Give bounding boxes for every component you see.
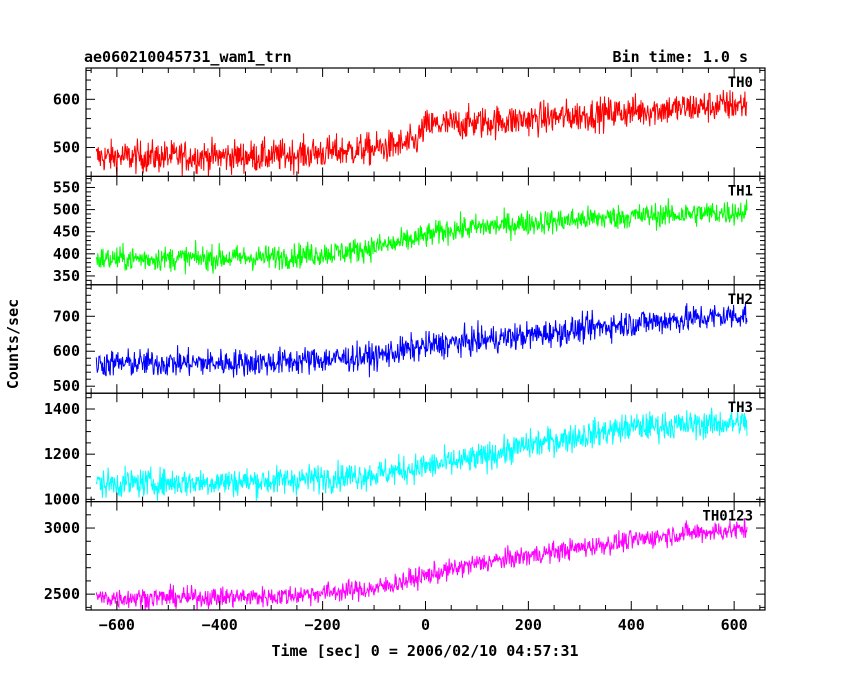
- y-tick-label: 2500: [44, 585, 80, 603]
- x-tick-label: −400: [202, 616, 238, 634]
- y-tick-label: 1200: [44, 445, 80, 463]
- panel-label-th0123: TH0123: [702, 509, 753, 525]
- y-tick-label: 350: [53, 267, 80, 285]
- x-tick-label: 400: [618, 616, 645, 634]
- series-line-th0123: [95, 518, 748, 611]
- y-tick-label: 550: [53, 178, 80, 196]
- y-tick-label: 3000: [44, 519, 80, 537]
- x-tick-label: 600: [721, 616, 748, 634]
- x-axis: −600 −400 −200 0 200 400 600: [99, 616, 748, 634]
- y-tick-label: 400: [53, 245, 80, 263]
- panel-th0: 500 600 TH0: [53, 67, 766, 178]
- panel-label-th0: TH0: [728, 75, 753, 91]
- x-tick-label: 0: [421, 616, 430, 634]
- series-line-th3: [95, 407, 748, 502]
- x-tick-label: −600: [99, 616, 135, 634]
- chart-title: ae060210045731_wam1_trn: [84, 48, 292, 66]
- y-tick-label: 1400: [44, 400, 80, 418]
- y-axis-label: Counts/sec: [4, 299, 22, 389]
- series-line-th0: [95, 89, 748, 177]
- series-line-th1: [95, 198, 748, 275]
- panel-frame: [85, 175, 766, 286]
- y-tick-label: 600: [53, 90, 80, 108]
- panels-group: 500 600 TH0 350 400 450 500 550 TH1 500 600 700 TH2 1…: [44, 67, 766, 611]
- panel-th3: 1000 1200 1400 TH3: [44, 392, 766, 508]
- panel-th1: 350 400 450 500 550 TH1: [53, 175, 766, 286]
- y-tick-label: 450: [53, 223, 80, 241]
- y-tick-label: 500: [53, 201, 80, 219]
- panel-th0123: 2500 3000 TH0123: [44, 501, 766, 611]
- bin-time-label: Bin time: 1.0 s: [613, 48, 748, 66]
- x-axis-label: Time [sec] 0 = 2006/02/10 04:57:31: [271, 642, 578, 660]
- panel-th2: 500 600 700 TH2: [53, 284, 766, 395]
- panel-label-th3: TH3: [728, 400, 753, 416]
- y-tick-label: 500: [53, 138, 80, 156]
- series-line-th2: [95, 301, 748, 378]
- y-tick-label: 600: [53, 342, 80, 360]
- x-tick-label: −200: [305, 616, 341, 634]
- y-tick-label: 700: [53, 307, 80, 325]
- x-tick-label: 200: [515, 616, 542, 634]
- y-tick-label: 500: [53, 377, 80, 395]
- panel-label-th2: TH2: [728, 292, 753, 308]
- panel-label-th1: TH1: [728, 183, 753, 199]
- y-tick-label: 1000: [44, 490, 80, 508]
